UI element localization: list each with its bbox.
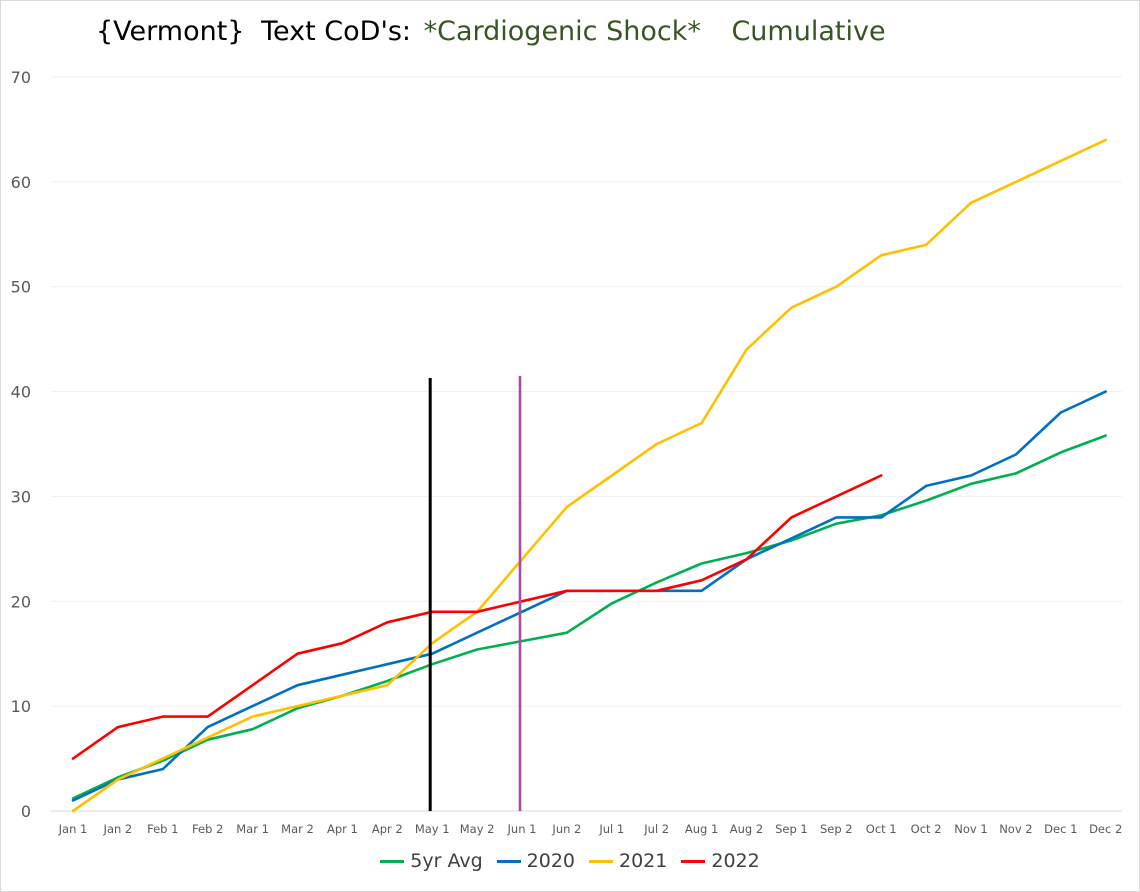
x-tick-label: Oct 2 xyxy=(911,822,942,836)
x-tick-label: Dec 2 xyxy=(1089,822,1122,836)
title-cause: *Cardiogenic Shock* xyxy=(423,16,701,47)
y-tick-label: 60 xyxy=(11,173,31,192)
x-tick-label: Jan 1 xyxy=(58,822,88,836)
x-tick-label: Aug 2 xyxy=(730,822,763,836)
series-line-5yr-avg xyxy=(71,434,1107,800)
legend-swatch xyxy=(380,859,405,863)
x-tick-label: Jun 2 xyxy=(551,822,581,836)
x-tick-label: Dec 1 xyxy=(1044,822,1077,836)
x-tick-label: Feb 2 xyxy=(192,822,223,836)
x-tick-label: May 2 xyxy=(460,822,495,836)
x-tick-label: Oct 1 xyxy=(866,822,897,836)
title-state: {Vermont} xyxy=(96,16,245,47)
x-tick-label: Sep 2 xyxy=(820,822,853,836)
x-tick-label: Nov 2 xyxy=(999,822,1032,836)
legend-label: 2022 xyxy=(711,850,760,872)
series-line-2021 xyxy=(71,138,1107,813)
legend-label: 2021 xyxy=(619,850,668,872)
legend-item-2020: 2020 xyxy=(496,850,575,872)
y-tick-label: 30 xyxy=(11,487,31,506)
x-tick-label: Mar 2 xyxy=(281,822,314,836)
y-tick-label: 10 xyxy=(11,697,31,716)
x-tick-label: Feb 1 xyxy=(147,822,178,836)
legend-item-5yr-avg: 5yr Avg xyxy=(380,850,483,872)
y-tick-label: 20 xyxy=(11,592,31,611)
x-tick-label: Jul 2 xyxy=(643,822,669,836)
x-tick-label: Jul 1 xyxy=(598,822,624,836)
legend-label: 2020 xyxy=(526,850,575,872)
legend-item-2021: 2021 xyxy=(589,850,667,872)
series-line-2022 xyxy=(71,474,883,760)
chart-legend: 5yr Avg 2020 2021 2022 xyxy=(0,850,1140,872)
x-tick-label: May 1 xyxy=(415,822,450,836)
y-tick-label: 50 xyxy=(11,278,31,297)
y-tick-label: 70 xyxy=(11,68,31,87)
legend-swatch xyxy=(681,859,706,863)
x-tick-label: Aug 1 xyxy=(685,822,718,836)
x-tick-label: Apr 2 xyxy=(372,822,403,836)
series-line-2020 xyxy=(71,390,1107,802)
y-tick-label: 40 xyxy=(11,383,31,402)
title-mode: Cumulative xyxy=(731,16,886,47)
title-prefix: Text CoD's: xyxy=(261,16,412,47)
x-tick-label: Sep 1 xyxy=(775,822,808,836)
legend-swatch xyxy=(589,859,613,863)
chart-title: {Vermont} Text CoD's: *Cardiogenic Shock… xyxy=(96,12,886,52)
y-tick-label: 0 xyxy=(21,802,31,821)
x-tick-label: Mar 1 xyxy=(236,822,269,836)
legend-item-2022: 2022 xyxy=(681,850,760,872)
legend-label: 5yr Avg xyxy=(410,850,483,872)
x-tick-label: Apr 1 xyxy=(327,822,358,836)
x-tick-label: Jun 1 xyxy=(507,822,537,836)
x-tick-label: Nov 1 xyxy=(954,822,987,836)
legend-swatch xyxy=(496,859,521,863)
x-tick-label: Jan 2 xyxy=(103,822,133,836)
